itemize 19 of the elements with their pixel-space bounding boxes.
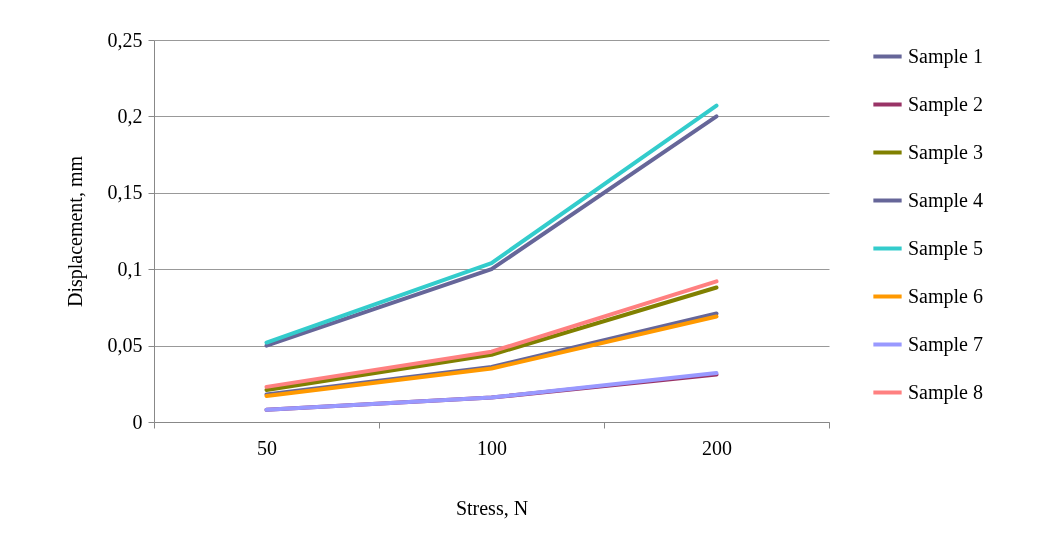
legend-label: Sample 5 xyxy=(908,236,983,260)
legend-label: Sample 8 xyxy=(908,380,983,404)
y-tick-label: 0,25 xyxy=(107,28,143,51)
legend-label: Sample 3 xyxy=(908,140,983,164)
legend-label: Sample 1 xyxy=(908,44,983,68)
legend-label: Sample 6 xyxy=(908,284,983,308)
legend-label: Sample 7 xyxy=(908,332,983,356)
y-tick-label: 0,2 xyxy=(117,104,143,127)
y-tick-label: 0 xyxy=(132,410,143,433)
y-tick-label: 0,1 xyxy=(117,257,143,280)
x-axis-title: Stress, N xyxy=(455,496,529,519)
y-tick-label: 0,05 xyxy=(107,334,143,357)
x-tick-label: 200 xyxy=(702,436,732,459)
x-tick-label: 100 xyxy=(477,436,507,459)
x-tick-label: 50 xyxy=(257,436,277,459)
legend-label: Sample 2 xyxy=(908,92,983,116)
y-tick-label: 0,15 xyxy=(107,181,143,204)
legend-label: Sample 4 xyxy=(908,188,983,212)
y-axis-title: Displacement, mm xyxy=(63,155,87,308)
